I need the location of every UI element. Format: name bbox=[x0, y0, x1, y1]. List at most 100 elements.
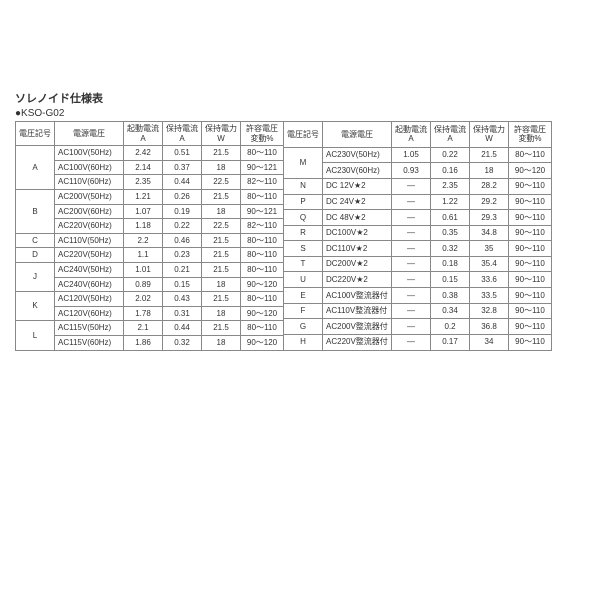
data-cell: 1.1 bbox=[124, 248, 163, 263]
table-row: AC220V(60Hz)1.180.2222.582～110 bbox=[16, 219, 284, 234]
symbol-cell: A bbox=[16, 146, 55, 190]
header-volt: 電源電圧 bbox=[323, 122, 392, 148]
data-cell: 90～110 bbox=[509, 319, 552, 335]
data-cell: DC 24V★2 bbox=[323, 194, 392, 210]
data-cell: 1.22 bbox=[431, 194, 470, 210]
data-cell: 0.31 bbox=[163, 306, 202, 321]
data-cell: 90～110 bbox=[509, 334, 552, 350]
symbol-cell: C bbox=[16, 233, 55, 248]
data-cell: AC200V(50Hz) bbox=[55, 189, 124, 204]
data-cell: — bbox=[392, 256, 431, 272]
data-cell: — bbox=[392, 319, 431, 335]
data-cell: 80～110 bbox=[241, 233, 284, 248]
symbol-cell: R bbox=[284, 225, 323, 241]
symbol-cell: Q bbox=[284, 210, 323, 226]
data-cell: 80～110 bbox=[241, 189, 284, 204]
data-cell: 90～110 bbox=[509, 210, 552, 226]
data-cell: 18 bbox=[202, 204, 241, 219]
data-cell: 90～110 bbox=[509, 303, 552, 319]
data-cell: 21.5 bbox=[470, 147, 509, 163]
header-range: 許容電圧変動% bbox=[241, 122, 284, 146]
data-cell: 90～120 bbox=[241, 306, 284, 321]
data-cell: 90～110 bbox=[509, 288, 552, 304]
data-cell: AC240V(50Hz) bbox=[55, 262, 124, 277]
data-cell: 34 bbox=[470, 334, 509, 350]
spec-table-right: 電圧記号電源電圧起動電流A保持電流A保持電力W許容電圧変動%MAC230V(50… bbox=[283, 121, 552, 351]
data-cell: 90～121 bbox=[241, 160, 284, 175]
data-cell: 0.19 bbox=[163, 204, 202, 219]
page-title: ソレノイド仕様表 bbox=[15, 90, 585, 106]
data-cell: 35.4 bbox=[470, 256, 509, 272]
symbol-cell: G bbox=[284, 319, 323, 335]
data-cell: 82～110 bbox=[241, 219, 284, 234]
data-cell: 1.05 bbox=[392, 147, 431, 163]
data-cell: AC110V(60Hz) bbox=[55, 175, 124, 190]
header-start: 起動電流A bbox=[392, 122, 431, 148]
table-row: AC230V(60Hz)0.930.161890～120 bbox=[284, 163, 552, 179]
data-cell: 36.8 bbox=[470, 319, 509, 335]
data-cell: — bbox=[392, 210, 431, 226]
data-cell: 0.89 bbox=[124, 277, 163, 292]
header-start: 起動電流A bbox=[124, 122, 163, 146]
data-cell: 2.35 bbox=[431, 178, 470, 194]
data-cell: 80～110 bbox=[241, 262, 284, 277]
table-row: LAC115V(50Hz)2.10.4421.580～110 bbox=[16, 321, 284, 336]
data-cell: 0.37 bbox=[163, 160, 202, 175]
table-row: BAC200V(50Hz)1.210.2621.580～110 bbox=[16, 189, 284, 204]
data-cell: AC220V(60Hz) bbox=[55, 219, 124, 234]
table-row: KAC120V(50Hz)2.020.4321.580～110 bbox=[16, 292, 284, 307]
data-cell: 2.1 bbox=[124, 321, 163, 336]
table-row: AC115V(60Hz)1.860.321890～120 bbox=[16, 335, 284, 350]
data-cell: AC100V(50Hz) bbox=[55, 146, 124, 161]
data-cell: — bbox=[392, 225, 431, 241]
table-row: EAC100V整流器付—0.3833.590～110 bbox=[284, 288, 552, 304]
data-cell: 82～110 bbox=[241, 175, 284, 190]
data-cell: 21.5 bbox=[202, 262, 241, 277]
data-cell: 33.5 bbox=[470, 288, 509, 304]
table-row: AC110V(60Hz)2.350.4422.582～110 bbox=[16, 175, 284, 190]
data-cell: 29.2 bbox=[470, 194, 509, 210]
data-cell: DC200V★2 bbox=[323, 256, 392, 272]
data-cell: 21.5 bbox=[202, 189, 241, 204]
data-cell: AC100V整流器付 bbox=[323, 288, 392, 304]
data-cell: AC120V(60Hz) bbox=[55, 306, 124, 321]
header-volt: 電源電圧 bbox=[55, 122, 124, 146]
data-cell: 33.6 bbox=[470, 272, 509, 288]
table-row: PDC 24V★2—1.2229.290～110 bbox=[284, 194, 552, 210]
data-cell: AC240V(60Hz) bbox=[55, 277, 124, 292]
data-cell: 21.5 bbox=[202, 321, 241, 336]
data-cell: AC115V(60Hz) bbox=[55, 335, 124, 350]
data-cell: 0.18 bbox=[431, 256, 470, 272]
symbol-cell: M bbox=[284, 147, 323, 178]
data-cell: 0.32 bbox=[431, 241, 470, 257]
symbol-cell: T bbox=[284, 256, 323, 272]
data-cell: AC110V(50Hz) bbox=[55, 233, 124, 248]
data-cell: 0.46 bbox=[163, 233, 202, 248]
table-row: TDC200V★2—0.1835.490～110 bbox=[284, 256, 552, 272]
data-cell: 0.44 bbox=[163, 321, 202, 336]
symbol-cell: K bbox=[16, 292, 55, 321]
data-cell: 18 bbox=[202, 306, 241, 321]
table-row: JAC240V(50Hz)1.010.2121.580～110 bbox=[16, 262, 284, 277]
data-cell: 0.23 bbox=[163, 248, 202, 263]
data-cell: 1.78 bbox=[124, 306, 163, 321]
data-cell: DC100V★2 bbox=[323, 225, 392, 241]
table-row: NDC 12V★2—2.3528.290～110 bbox=[284, 178, 552, 194]
symbol-cell: N bbox=[284, 178, 323, 194]
table-row: MAC230V(50Hz)1.050.2221.580～110 bbox=[284, 147, 552, 163]
table-row: FAC110V整流器付—0.3432.890～110 bbox=[284, 303, 552, 319]
data-cell: — bbox=[392, 334, 431, 350]
symbol-cell: L bbox=[16, 321, 55, 350]
data-cell: 0.22 bbox=[163, 219, 202, 234]
data-cell: 0.35 bbox=[431, 225, 470, 241]
symbol-cell: J bbox=[16, 262, 55, 291]
data-cell: 0.32 bbox=[163, 335, 202, 350]
data-cell: 21.5 bbox=[202, 292, 241, 307]
data-cell: 0.44 bbox=[163, 175, 202, 190]
data-cell: 21.5 bbox=[202, 233, 241, 248]
data-cell: 18 bbox=[470, 163, 509, 179]
data-cell: 22.5 bbox=[202, 175, 241, 190]
data-cell: AC220V(50Hz) bbox=[55, 248, 124, 263]
data-cell: — bbox=[392, 194, 431, 210]
header-hold: 保持電流A bbox=[163, 122, 202, 146]
